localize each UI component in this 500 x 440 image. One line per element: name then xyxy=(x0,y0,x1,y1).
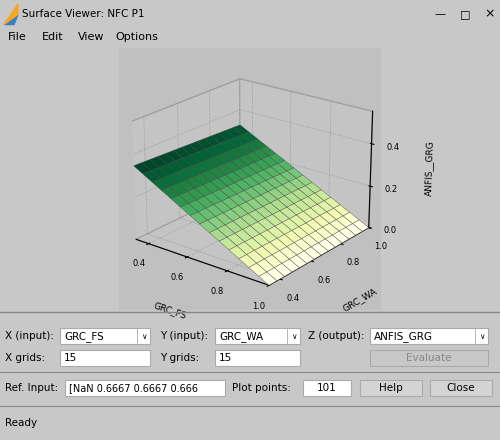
Polygon shape xyxy=(4,14,18,25)
Text: Y grids:: Y grids: xyxy=(160,353,199,363)
Bar xyxy=(370,328,488,344)
Text: ∨: ∨ xyxy=(479,332,485,341)
Text: 15: 15 xyxy=(219,353,232,363)
Bar xyxy=(60,350,150,366)
Bar xyxy=(215,350,300,366)
Text: Evaluate: Evaluate xyxy=(406,353,452,363)
Text: Ref. Input:: Ref. Input: xyxy=(5,383,58,393)
Text: —: — xyxy=(434,9,446,19)
Text: View: View xyxy=(78,33,104,42)
Text: [NaN 0.6667 0.6667 0.666: [NaN 0.6667 0.6667 0.666 xyxy=(69,383,198,393)
Text: ANFIS_GRG: ANFIS_GRG xyxy=(374,331,433,341)
Text: File: File xyxy=(8,33,27,42)
Text: Y (input):: Y (input): xyxy=(160,331,208,341)
Text: Z (output):: Z (output): xyxy=(308,331,364,341)
Text: Close: Close xyxy=(446,383,476,393)
Bar xyxy=(360,380,422,396)
Text: Edit: Edit xyxy=(42,33,64,42)
Text: X grids:: X grids: xyxy=(5,353,45,363)
Bar xyxy=(303,380,351,396)
Text: □: □ xyxy=(460,9,470,19)
Bar xyxy=(430,380,492,396)
Text: Ready: Ready xyxy=(5,418,37,428)
Text: Surface Viewer: NFC P1: Surface Viewer: NFC P1 xyxy=(22,9,144,19)
Text: ∨: ∨ xyxy=(141,332,147,341)
Text: Options: Options xyxy=(115,33,158,42)
X-axis label: GRC_FS: GRC_FS xyxy=(152,301,188,321)
Bar xyxy=(65,380,225,396)
Polygon shape xyxy=(4,4,18,25)
Text: 101: 101 xyxy=(317,383,337,393)
Bar xyxy=(370,350,488,366)
Text: 15: 15 xyxy=(64,353,77,363)
Y-axis label: GRC_WA: GRC_WA xyxy=(340,286,378,313)
Text: X (input):: X (input): xyxy=(5,331,54,341)
Text: ×: × xyxy=(485,8,495,21)
Text: GRC_FS: GRC_FS xyxy=(64,331,104,341)
Bar xyxy=(215,328,300,344)
Text: Help: Help xyxy=(379,383,403,393)
Bar xyxy=(60,328,150,344)
Text: GRC_WA: GRC_WA xyxy=(219,331,263,341)
Text: Plot points:: Plot points: xyxy=(232,383,291,393)
Text: ∨: ∨ xyxy=(291,332,297,341)
